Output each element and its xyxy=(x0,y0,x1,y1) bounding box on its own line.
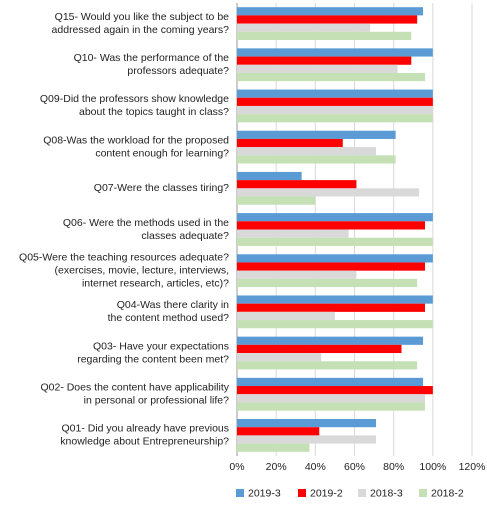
bar xyxy=(237,278,418,288)
bar xyxy=(237,311,335,321)
x-tick-label: 60% xyxy=(344,461,365,473)
bar xyxy=(237,229,349,238)
bar xyxy=(237,262,425,271)
bar xyxy=(237,394,425,403)
bar xyxy=(237,435,377,444)
y-tick-label: professors adequate? xyxy=(127,65,229,77)
y-tick-label: content enough for learning? xyxy=(95,147,229,159)
x-tick-label: 20% xyxy=(266,461,287,473)
bar xyxy=(237,336,424,345)
legend-swatch xyxy=(419,489,427,497)
y-tick-label: Q10- Was the performance of the xyxy=(74,52,230,64)
bar xyxy=(237,295,433,304)
bar xyxy=(237,320,433,329)
bar xyxy=(237,180,357,189)
y-tick-label: Q04-Was there clarity in xyxy=(117,299,229,311)
bar xyxy=(237,15,418,24)
bar xyxy=(237,147,377,156)
bar xyxy=(237,114,433,123)
y-tick-label: Q01- Did you already have previous xyxy=(61,423,229,435)
y-tick-label: classes adequate? xyxy=(141,230,229,242)
legend-label: 2018-2 xyxy=(431,487,464,499)
y-tick-label: Q08-Was the workload for the proposed xyxy=(43,134,229,146)
bar xyxy=(237,386,433,395)
x-tick-label: 80% xyxy=(383,461,404,473)
bar xyxy=(237,48,433,57)
bar xyxy=(237,105,433,115)
bar xyxy=(237,171,302,181)
bar xyxy=(237,419,377,428)
legend-label: 2019-2 xyxy=(310,487,343,499)
y-tick-label: the content method used? xyxy=(108,312,230,324)
y-tick-label: Q05-Were the teaching resources adequate… xyxy=(19,251,229,263)
bar xyxy=(237,23,371,32)
y-tick-label: about the topics taught in class? xyxy=(79,106,229,118)
bar xyxy=(237,97,433,106)
bar xyxy=(237,196,316,205)
y-tick-label: regarding the content been met? xyxy=(77,353,229,365)
bar xyxy=(237,138,343,148)
bar xyxy=(237,221,425,230)
bar xyxy=(237,443,310,452)
y-tick-label: Q07-Were the classes tiring? xyxy=(94,182,229,194)
bar xyxy=(237,130,396,139)
y-tick-label: Q02- Does the content have applicability xyxy=(40,382,229,394)
bar xyxy=(237,237,433,246)
y-tick-label: addressed again in the coming years? xyxy=(52,24,230,36)
x-tick-label: 100% xyxy=(419,461,446,473)
bar xyxy=(237,72,425,82)
bar xyxy=(237,213,433,222)
y-tick-label: (exercises, movie, lecture, interviews, xyxy=(55,264,229,276)
bar xyxy=(237,31,412,40)
bar xyxy=(237,188,420,197)
legend-label: 2019-3 xyxy=(248,487,281,499)
y-tick-label: Q15- Would you like the subject to be xyxy=(55,11,229,23)
legend-label: 2018-3 xyxy=(370,487,403,499)
x-tick-label: 0% xyxy=(229,461,244,473)
bar xyxy=(237,303,425,312)
y-tick-label: Q03- Have your expectations xyxy=(93,340,229,352)
y-tick-label: internet research, articles, etc)? xyxy=(82,277,229,289)
bar xyxy=(237,353,322,362)
legend-swatch xyxy=(236,489,244,497)
x-tick-label: 120% xyxy=(459,461,486,473)
y-tick-label: Q06- Were the methods used in the xyxy=(63,217,229,229)
bar xyxy=(237,155,396,164)
bar xyxy=(237,64,398,73)
y-tick-label: knowledge about Entrepreneurship? xyxy=(60,436,229,448)
bar xyxy=(237,377,424,387)
bar xyxy=(237,361,418,370)
bar xyxy=(237,402,425,411)
y-tick-label: in personal or professional life? xyxy=(84,395,229,407)
legend-swatch xyxy=(358,489,366,497)
bar xyxy=(237,7,424,16)
bar xyxy=(237,89,433,98)
y-tick-label: Q09-Did the professors show knowledge xyxy=(40,93,229,105)
bar xyxy=(237,56,412,65)
bar xyxy=(237,270,357,279)
bar xyxy=(237,427,320,436)
x-tick-label: 40% xyxy=(305,461,326,473)
legend-swatch xyxy=(298,489,306,497)
bar xyxy=(237,344,402,354)
bar xyxy=(237,254,433,263)
